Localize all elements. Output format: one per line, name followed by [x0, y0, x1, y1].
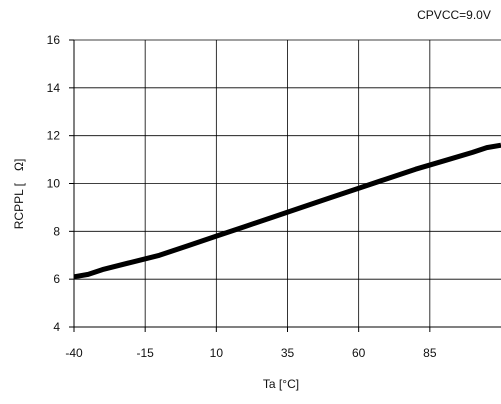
y-tick-label: 8 [53, 224, 60, 238]
y-tick-label: 10 [47, 177, 61, 191]
grid-lines [73, 39, 501, 328]
series-line-0 [73, 142, 501, 280]
tick-labels: 4 6 8 10 12 14 16 -40 -15 10 35 60 85 [47, 33, 437, 360]
y-tick-label: 14 [47, 81, 61, 95]
x-tick-label: 85 [423, 346, 437, 360]
y-tick-label: 16 [47, 33, 61, 47]
plot-frame [69, 39, 501, 332]
y-axis-label: RCPPL [ Ω] [12, 159, 26, 230]
chart-annotation: CPVCC=9.0V [417, 8, 491, 22]
series-layer [73, 142, 501, 280]
y-tick-label: 12 [47, 129, 61, 143]
y-tick-label: 6 [53, 272, 60, 286]
x-tick-label: 10 [210, 346, 224, 360]
x-tick-label: -40 [65, 346, 83, 360]
x-tick-label: 60 [352, 346, 366, 360]
x-tick-label: -15 [136, 346, 154, 360]
y-tick-label: 4 [53, 320, 60, 334]
x-tick-label: 35 [281, 346, 295, 360]
x-axis-label: Ta [°C] [263, 377, 299, 391]
